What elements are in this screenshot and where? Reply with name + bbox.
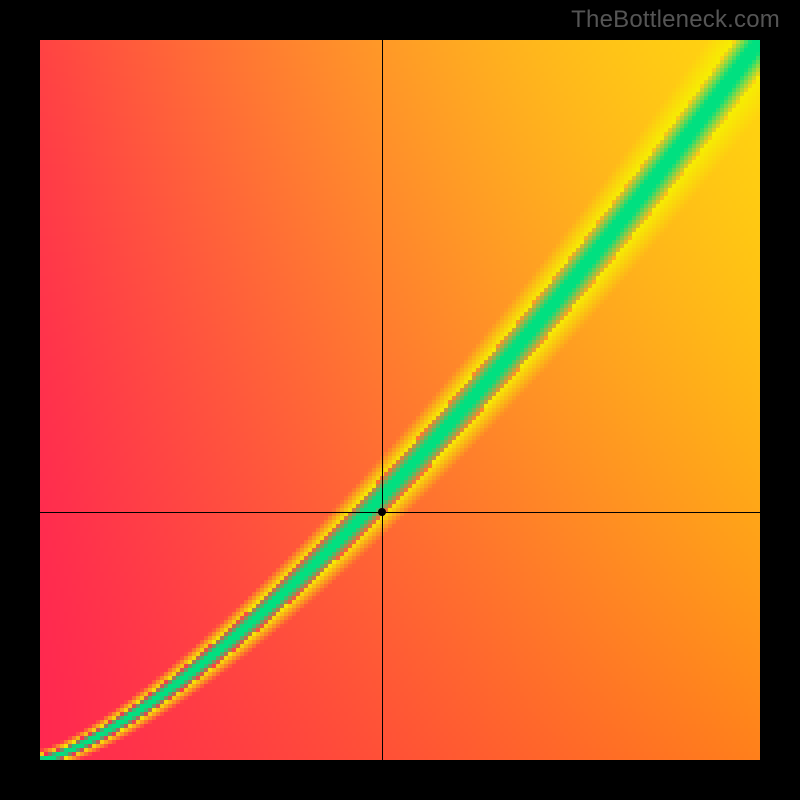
watermark-text: TheBottleneck.com xyxy=(571,6,780,34)
plot-area xyxy=(40,40,760,760)
chart-container: TheBottleneck.com xyxy=(0,0,800,800)
marker-dot xyxy=(378,508,386,516)
crosshair-horizontal xyxy=(40,512,760,513)
heatmap-canvas xyxy=(40,40,760,760)
crosshair-vertical xyxy=(382,40,383,760)
